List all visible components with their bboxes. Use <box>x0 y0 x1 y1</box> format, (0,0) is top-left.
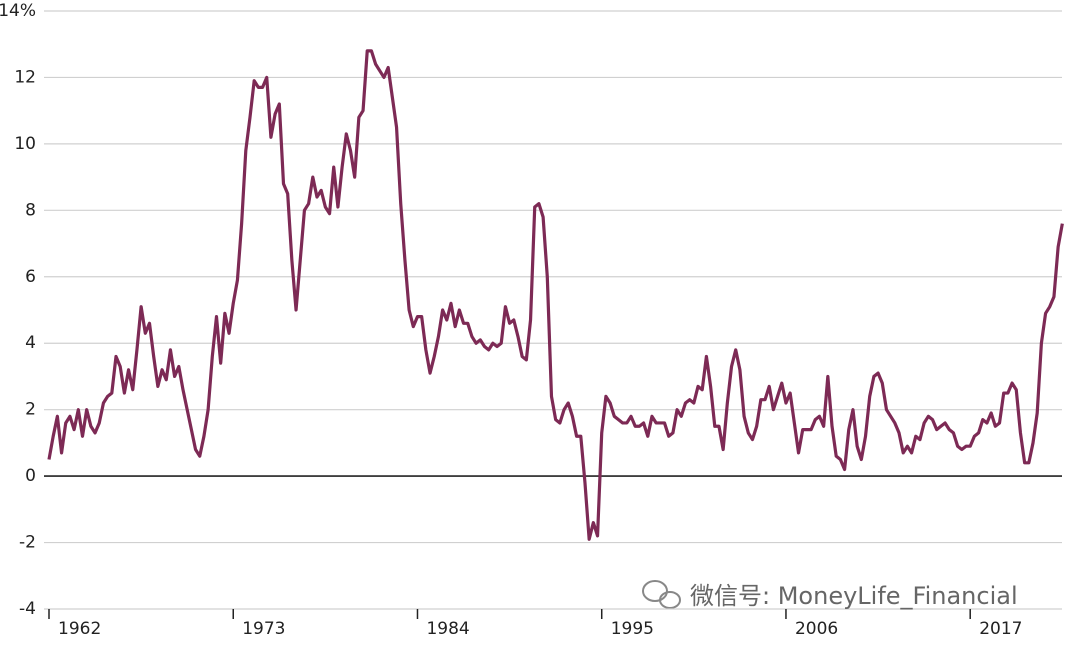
y-tick-label: 2 <box>25 400 36 420</box>
y-tick-label: 8 <box>25 200 36 220</box>
x-tick-label: 2006 <box>795 619 838 639</box>
line-series <box>47 49 1064 541</box>
x-tick-label: 1984 <box>426 619 469 639</box>
y-tick-label: 6 <box>25 267 36 287</box>
watermark-icon <box>642 580 681 609</box>
y-tick-label: -4 <box>19 599 36 619</box>
x-tick-label: 1973 <box>242 619 285 639</box>
x-tick-label: 1995 <box>611 619 654 639</box>
x-tick-label: 2017 <box>979 619 1022 639</box>
x-tick-label: 1962 <box>58 619 101 639</box>
y-tick-label: -2 <box>19 533 36 553</box>
y-tick-label: 12 <box>14 67 36 87</box>
y-tick-label: 4 <box>25 333 36 353</box>
y-tick-label: 10 <box>14 134 36 154</box>
y-tick-label: 0 <box>25 466 36 486</box>
y-tick-label: 14% <box>0 1 36 21</box>
watermark: 微信号: MoneyLife_Financial <box>690 582 1018 610</box>
